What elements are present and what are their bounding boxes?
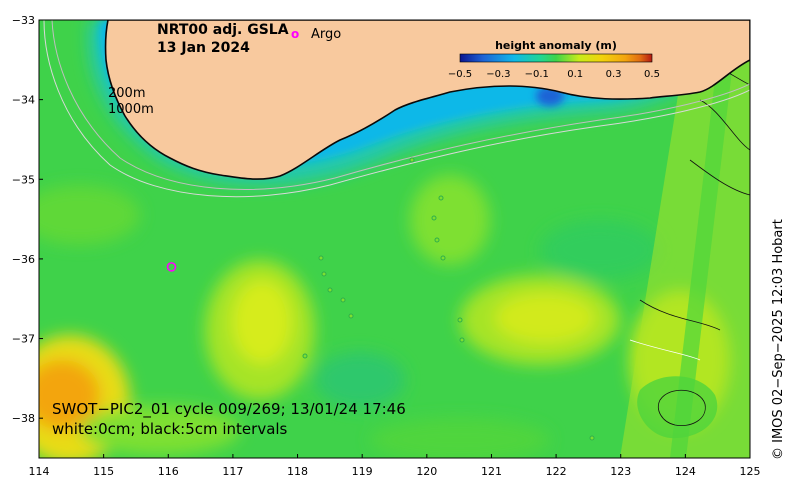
lon-tick-label: 118 xyxy=(287,465,308,478)
lon-tick-label: 116 xyxy=(158,465,179,478)
contour-label-1000m: 1000m xyxy=(108,102,154,117)
colorbar-tick-label: 0.3 xyxy=(606,69,622,80)
lon-tick-label: 117 xyxy=(222,465,243,478)
colorbar-tick-label: −0.1 xyxy=(525,69,549,80)
swot-swath xyxy=(620,20,750,458)
lat-tick-label: −33 xyxy=(12,14,35,27)
lat-tick-label: −35 xyxy=(12,173,35,186)
swot-contour-info: white:0cm; black:5cm intervals xyxy=(52,420,288,438)
argo-legend-icon: o xyxy=(291,27,299,41)
plot-frame xyxy=(38,19,751,459)
map-title-line1: NRT00 adj. GSLA xyxy=(157,22,289,38)
colorbar-title: height anomaly (m) xyxy=(495,39,617,52)
lon-tick-label: 119 xyxy=(352,465,373,478)
contour-label-200m: 200m xyxy=(108,86,145,101)
lat-tick-label: −38 xyxy=(12,412,35,425)
argo-legend-label: Argo xyxy=(311,27,341,42)
lon-tick-label: 115 xyxy=(93,465,114,478)
contour-1000m xyxy=(43,20,750,198)
copyright-text: © IMOS 02−Sep−2025 12:03 Hobart xyxy=(771,219,786,460)
colorbar-ticks: −0.5 −0.3 −0.1 0.1 0.3 0.5 xyxy=(448,69,660,80)
lon-tick-label: 124 xyxy=(675,465,696,478)
colorbar xyxy=(459,53,653,63)
lat-tick-label: −37 xyxy=(12,333,35,346)
lon-tick-label: 123 xyxy=(610,465,631,478)
lon-tick-label: 120 xyxy=(416,465,437,478)
map-plot-area xyxy=(39,20,750,458)
swot-dots xyxy=(302,157,595,458)
latitude-axis: −33 −34 −35 −36 −37 −38 xyxy=(12,14,43,425)
swot-pass-info: SWOT−PIC2_01 cycle 009/269; 13/01/24 17:… xyxy=(52,400,406,419)
lon-tick-label: 122 xyxy=(546,465,567,478)
map-title-date: 13 Jan 2024 xyxy=(157,40,250,56)
longitude-axis: 114 115 116 117 118 119 120 121 122 123 124 125 xyxy=(29,454,761,478)
colorbar-tick-label: 0.5 xyxy=(644,69,660,80)
argo-float-marker xyxy=(166,262,177,272)
colorbar-tick-label: 0.1 xyxy=(567,69,583,80)
lat-tick-label: −34 xyxy=(12,94,35,107)
lon-tick-label: 125 xyxy=(740,465,761,478)
contour-200m xyxy=(51,20,750,190)
colorbar-tick-label: −0.3 xyxy=(486,69,510,80)
lon-tick-label: 121 xyxy=(481,465,502,478)
lat-tick-label: −36 xyxy=(12,253,35,266)
lon-tick-label: 114 xyxy=(29,465,50,478)
colorbar-tick-label: −0.5 xyxy=(448,69,472,80)
